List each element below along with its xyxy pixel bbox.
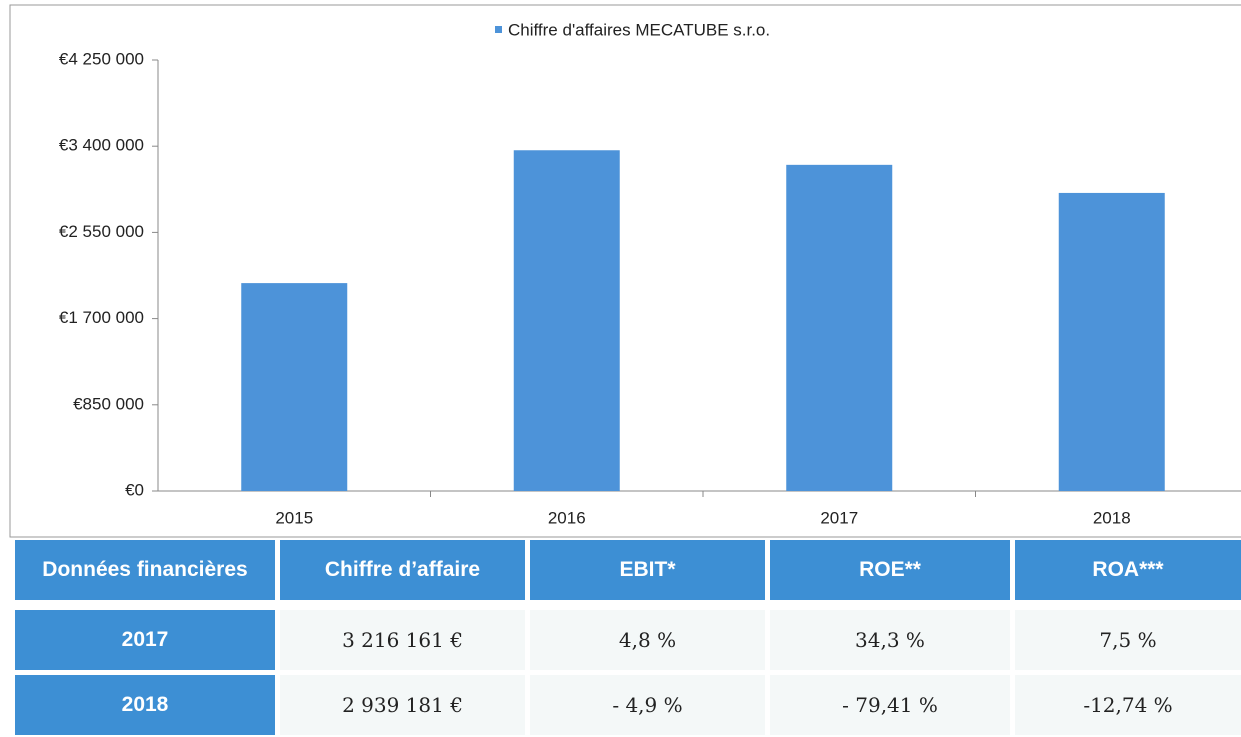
chart: €0 €850 000 €1 700 000 €2 550 000 €3 400 000… [9, 4, 1241, 538]
bar [1058, 192, 1165, 491]
table-cell: 2 939 181 € [280, 675, 525, 735]
table-cell: 34,3 % [770, 610, 1010, 670]
legend-label: Chiffre d'affaires MECATUBE s.r.o. [508, 20, 770, 39]
y-tick-label: €1 700 000 [59, 308, 144, 327]
chart-frame [9, 4, 1241, 538]
bar [786, 164, 893, 491]
legend-swatch [495, 26, 502, 33]
table-cell: 7,5 % [1015, 610, 1241, 670]
y-tick-label: €2 550 000 [59, 222, 144, 241]
table-cell: 3 216 161 € [280, 610, 525, 670]
bar [513, 150, 620, 491]
table-cell: ROE** [770, 540, 1010, 600]
y-tick-label: €0 [125, 480, 144, 499]
x-tick-label: 2018 [1093, 508, 1131, 527]
y-tick-label: €4 250 000 [59, 49, 144, 68]
table-cell: 2017 [15, 610, 275, 670]
table-cell: EBIT* [530, 540, 765, 600]
table-cell: - 79,41 % [770, 675, 1010, 735]
table-cell: -12,74 % [1015, 675, 1241, 735]
table-cell: 4,8 % [530, 610, 765, 670]
table-cell: Chiffre d’affaire [280, 540, 525, 600]
table-cell: ROA*** [1015, 540, 1241, 600]
bar [241, 283, 348, 491]
y-tick-label: €850 000 [73, 394, 144, 413]
y-tick-label: €3 400 000 [59, 136, 144, 155]
table-cell: - 4,9 % [530, 675, 765, 735]
x-tick-label: 2017 [820, 508, 858, 527]
x-tick-label: 2015 [275, 508, 313, 527]
table-cell: Données financières [15, 540, 275, 600]
table-cell: 2018 [15, 675, 275, 735]
x-tick-label: 2016 [548, 508, 586, 527]
